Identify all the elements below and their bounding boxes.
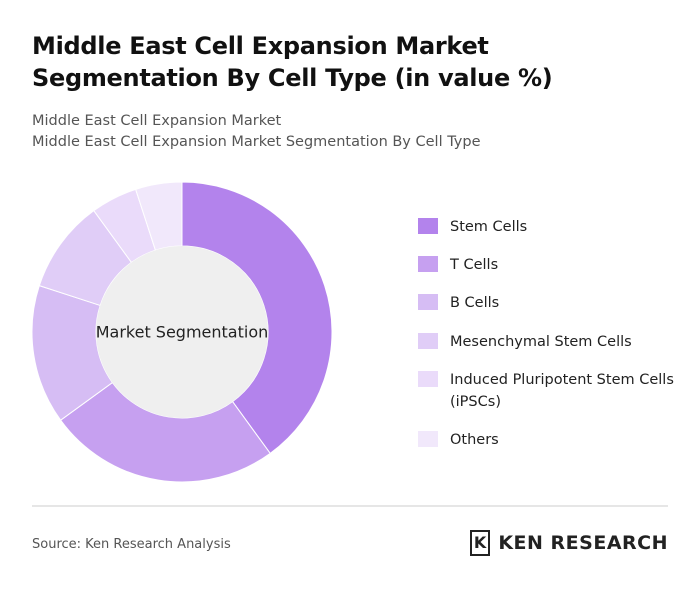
legend-item: Mesenchymal Stem Cells (418, 331, 678, 353)
subtitle: Middle East Cell Expansion Market Segmen… (32, 134, 481, 150)
legend-item: Induced Pluripotent Stem Cells (iPSCs) (418, 369, 678, 413)
logo-text: KEN RESEARCH (498, 532, 668, 554)
legend-swatch (418, 218, 438, 234)
legend-label: Mesenchymal Stem Cells (450, 334, 632, 350)
subtitle: Middle East Cell Expansion Market (32, 113, 282, 129)
legend-label: Stem Cells (450, 219, 528, 235)
legend-item: T Cells (418, 254, 678, 276)
chart-title: Middle East Cell Expansion Market Segmen… (32, 32, 553, 92)
logo: K KEN RESEARCH (470, 530, 668, 556)
center-label: Market Segmentation (96, 323, 269, 342)
legend-swatch (418, 333, 438, 349)
legend-label: Induced Pluripotent Stem Cells (iPSCs) (450, 372, 674, 410)
legend-item: Others (418, 429, 678, 451)
legend-swatch (418, 294, 438, 310)
legend-label: B Cells (450, 295, 500, 311)
legend-label: T Cells (450, 257, 499, 273)
source: Source: Ken Research Analysis (32, 537, 231, 552)
legend-swatch (418, 256, 438, 272)
legend-swatch (418, 431, 438, 447)
legend-swatch (418, 371, 438, 387)
donut-hole (96, 246, 268, 418)
legend-label: Others (450, 432, 499, 448)
legend-item: Stem Cells (418, 216, 678, 238)
legend-item: B Cells (418, 292, 678, 314)
